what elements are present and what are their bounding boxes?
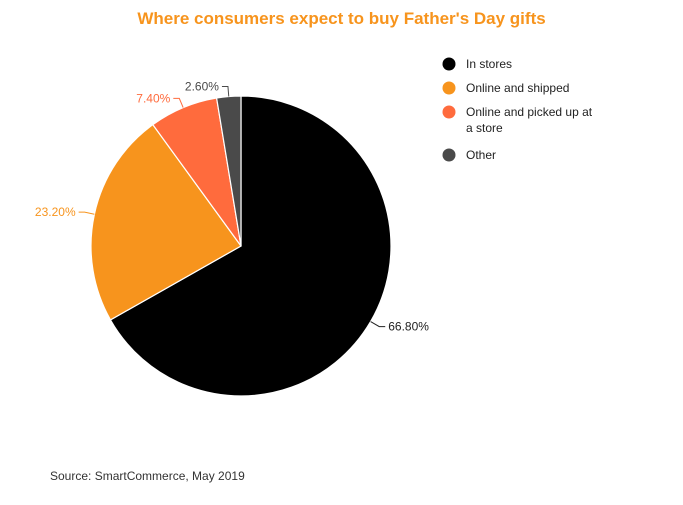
pie-labels: 66.80% 23.20% 7.40% 2.60%	[35, 80, 429, 334]
legend-swatch-in-stores	[442, 57, 456, 71]
chart-title: Where consumers expect to buy Father's D…	[137, 9, 546, 28]
legend-swatch-online-and-shipped	[442, 81, 456, 95]
data-label-online-and-picked-up-at-a-store: 7.40%	[136, 91, 170, 105]
leader-line-online-and-shipped	[78, 211, 95, 215]
pie-slice-in-stores	[109, 95, 392, 397]
legend-swatch-other	[442, 148, 456, 162]
legend-swatch-online-and-picked-up-at-a-store	[442, 105, 456, 119]
legend-item-online-and-picked-up-at-a-store: Online and picked up at a store	[442, 105, 593, 135]
chart-legend: In stores Online and shipped Online and pi…	[442, 57, 593, 162]
leader-line-online-and-picked-up-at-a-store	[173, 97, 184, 108]
legend-item-online-and-shipped: Online and shipped	[442, 81, 569, 95]
legend-label-online-and-shipped: Online and shipped	[466, 81, 569, 95]
data-label-in-stores: 66.80%	[388, 320, 429, 334]
data-label-other: 2.60%	[185, 80, 219, 94]
pie-slices	[90, 95, 392, 397]
leader-line-in-stores	[370, 321, 386, 328]
data-label-online-and-shipped: 23.20%	[35, 205, 76, 219]
legend-label-in-stores: In stores	[466, 57, 512, 71]
legend-label-online-and-picked-up-at-a-store: Online and picked up at a store	[466, 105, 593, 135]
legend-item-in-stores: In stores	[442, 57, 512, 71]
legend-item-other: Other	[442, 148, 496, 162]
leader-line-other	[221, 86, 230, 97]
legend-label-other: Other	[466, 148, 496, 162]
source-note: Source: SmartCommerce, May 2019	[50, 469, 245, 483]
